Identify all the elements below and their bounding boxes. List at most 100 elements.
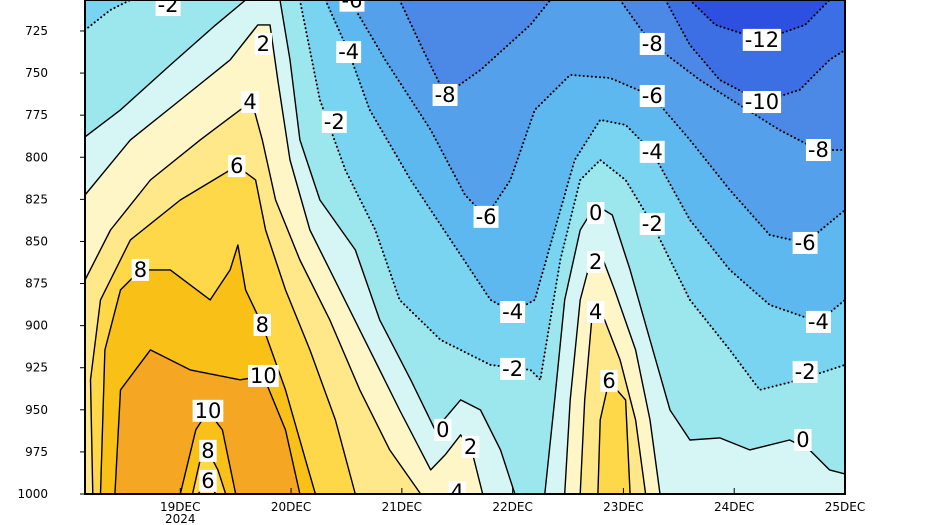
contour-label-box (792, 360, 818, 383)
contour-label: -12 (745, 28, 779, 52)
contour-label-box (241, 91, 259, 114)
x-tick-label: 24DEC (714, 500, 754, 514)
contour-label: -6 (795, 231, 816, 255)
contour-label: -4 (642, 140, 663, 164)
contour-label-box (336, 41, 362, 64)
contour-label-box (805, 139, 831, 162)
contour-label-box (434, 418, 452, 441)
contour-label: 0 (796, 428, 809, 452)
contour-line (89, 165, 356, 494)
contour-label: -4 (808, 310, 829, 334)
contour-label-box (131, 258, 150, 281)
contour-line (324, 0, 845, 323)
contour-label: -2 (502, 357, 523, 381)
contour-label: 8 (134, 258, 147, 282)
contour-label: 4 (589, 300, 602, 324)
y-tick-label: 825 (25, 192, 48, 206)
contour-fill (85, 0, 131, 31)
contour-label-box (805, 310, 831, 333)
contour-label-box (500, 357, 526, 380)
contour-label: -2 (158, 0, 179, 17)
contour-label-box (600, 369, 618, 392)
contour-label-box (587, 201, 605, 224)
contour-label: 0 (436, 418, 449, 442)
contour-fills (85, 0, 845, 494)
contour-label: 6 (230, 154, 243, 178)
contour-label: 4 (243, 90, 256, 114)
x-tick-label: 19DEC (160, 500, 200, 514)
contour-label-box (639, 140, 665, 163)
y-tick-label: 850 (25, 234, 48, 248)
y-tick-label: 1000 (17, 487, 48, 501)
contour-line (398, 0, 552, 96)
contour-label: 2 (589, 250, 602, 274)
contour-label: -2 (324, 110, 345, 134)
axes: 725750775800825850875900925950975100019D… (17, 24, 865, 525)
contour-line (85, 0, 132, 31)
contour-label: 6 (201, 469, 214, 493)
contour-line (619, 0, 845, 151)
contour-label: 4 (451, 480, 464, 504)
contour-labels: -2 -62 -4-8-24688101086-6-4-20240246-8-6-4… (131, 0, 831, 504)
x-tick-label: 25DEC (825, 500, 865, 514)
contour-label-box (461, 435, 480, 458)
contour-label: -6 (642, 84, 663, 108)
contour-label-box (500, 300, 526, 323)
y-tick-label: 975 (25, 445, 48, 459)
contour-label-box (192, 399, 224, 422)
y-tick-label: 750 (25, 66, 48, 80)
y-tick-label: 875 (25, 277, 48, 291)
contour-label: -8 (808, 138, 829, 162)
contour-label-box (432, 83, 458, 106)
contour-label-box (254, 32, 273, 55)
contour-line (348, 0, 845, 244)
contour-label-box (199, 439, 217, 462)
contour-line (114, 349, 301, 494)
contour-label: 10 (195, 399, 222, 423)
contour-label-box (155, 0, 181, 17)
contour-label-box (742, 28, 782, 51)
contour-line (85, 102, 422, 494)
y-tick-label: 775 (25, 108, 48, 122)
contour-label-box (639, 84, 665, 107)
y-tick-label: 900 (25, 319, 48, 333)
y-tick-label: 950 (25, 403, 48, 417)
x-tick-label: 21DEC (382, 500, 422, 514)
contour-label-box (794, 428, 812, 451)
contour-label-box (587, 300, 605, 323)
contour-label-box (473, 205, 499, 228)
contour-label: 8 (256, 313, 269, 337)
contour-label: 0 (589, 201, 602, 225)
x-tick-label: 20DEC (271, 500, 311, 514)
contour-label-box (321, 110, 347, 133)
contour-label: -2 (642, 212, 663, 236)
contour-label-box (587, 250, 605, 273)
contour-line (99, 244, 317, 494)
contour-label-box (248, 364, 279, 387)
contour-label-box (742, 91, 782, 114)
contour-label-box (199, 469, 217, 492)
contour-label-box (639, 212, 665, 235)
contour-label: -8 (435, 83, 456, 107)
contour-label: -6 (342, 0, 363, 13)
y-tick-label: 725 (25, 24, 48, 38)
contour-line (579, 311, 647, 494)
contour-label: -10 (745, 90, 779, 114)
contour-label: 10 (250, 364, 277, 388)
contour-line (85, 0, 516, 494)
contour-label: 6 (602, 369, 615, 393)
contour-label: 8 (201, 439, 214, 463)
contour-line (298, 0, 845, 391)
contour-label-box (253, 313, 271, 336)
contour-label-box (639, 32, 665, 55)
contour-line (85, 24, 484, 494)
plot-frame (84, 0, 846, 495)
contour-label: -2 (795, 360, 816, 384)
x-tick-label: 23DEC (603, 500, 643, 514)
contour-label-box (792, 231, 818, 254)
y-tick-label: 925 (25, 361, 48, 375)
contour-label: -4 (502, 300, 523, 324)
x-tick-label: 22DEC (492, 500, 532, 514)
y-tick-label: 800 (25, 150, 48, 164)
